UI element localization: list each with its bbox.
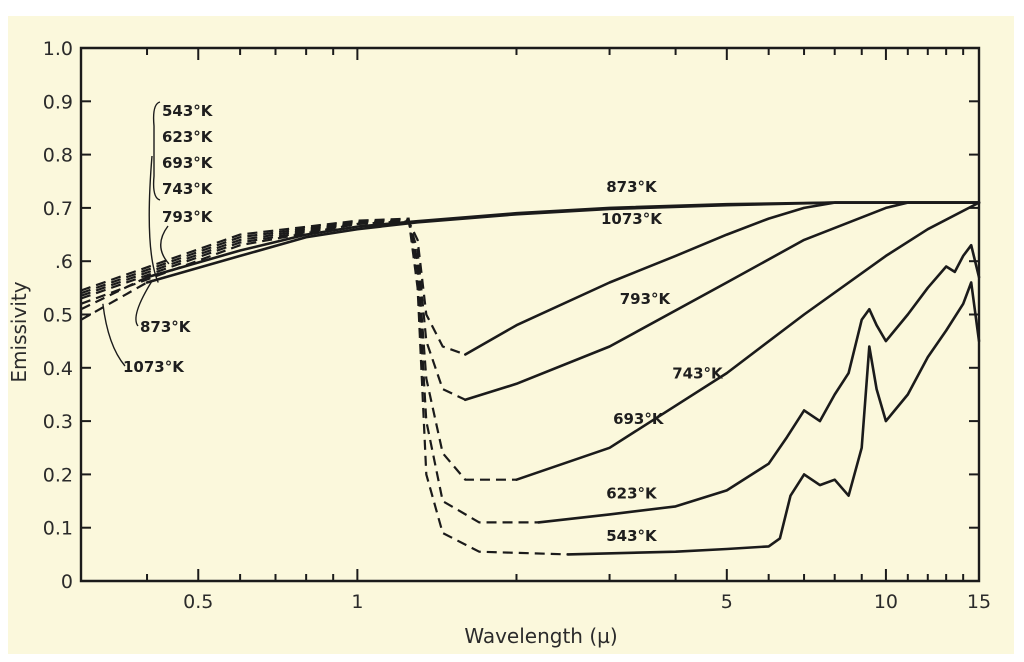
x-tick-label: 10	[874, 591, 898, 613]
curve-k693-dashed	[80, 219, 517, 481]
bracket-label: 623°K	[162, 128, 214, 146]
curve-k793	[464, 201, 981, 356]
curve-label-k873: 873°K	[606, 178, 658, 196]
curves	[80, 201, 981, 556]
emissivity-chart: 00.10.20.30.40.5.60.70.80.91.00.5 1 5 10 15 …	[8, 38, 991, 648]
y-tick-label: 0	[61, 571, 73, 593]
figure-panel: 0 0.1 0.2 0.3 0.4 0.5.6 0.7 0.8 0.9 1.0 0.5 1 5 10 15 …	[8, 16, 1014, 654]
x-tick-label: 5	[721, 591, 733, 613]
bracket-line	[152, 101, 161, 201]
x-axis-title: Wavelength (µ)	[464, 624, 617, 648]
axes	[79, 46, 981, 583]
x-tick-label: 1	[351, 591, 363, 613]
ticks: 00.10.20.30.40.5.60.70.80.91.00.5 1 5 10 15	[43, 38, 991, 613]
curve-k1073	[145, 201, 981, 284]
curve-k543	[566, 281, 981, 556]
leader-793	[160, 225, 170, 265]
curve-k693	[515, 201, 981, 481]
x-tick-label: 15	[967, 591, 991, 613]
curve-k623	[537, 243, 981, 524]
curve-k793-dashed	[80, 220, 466, 356]
y-tick-label: 0.5	[43, 305, 73, 327]
curve-label-k793: 793°K	[620, 290, 672, 308]
curve-k623-dashed	[80, 218, 539, 524]
y-tick-label: 0.7	[43, 198, 73, 220]
curve-k743	[464, 201, 981, 402]
leader-1073	[102, 303, 126, 367]
y-tick-label: 0.3	[43, 411, 73, 433]
curve-labels: 873°K 1073°K 793°K 743°K 693°K 623°K 543°K	[601, 178, 724, 545]
curve-label-k693: 693°K	[613, 410, 665, 428]
y-tick-label: 1.0	[43, 38, 73, 60]
bracket-label: 543°K	[162, 102, 214, 120]
label-873-left: 873°K	[140, 318, 192, 336]
curve-label-k623: 623°K	[606, 484, 658, 502]
bracket-label: 693°K	[162, 154, 214, 172]
leader-873	[135, 279, 154, 327]
plot-frame	[79, 46, 981, 583]
label-793-left: 793°K	[162, 208, 214, 226]
y-tick-label: 0.2	[43, 464, 73, 486]
y-axis-title: Emissivity	[8, 281, 31, 382]
bracket-leader	[148, 155, 159, 283]
curve-label-k1073: 1073°K	[601, 210, 663, 228]
annotations: 543°K 623°K 693°K 743°K 793°K 873°K 1073°K	[102, 101, 214, 376]
x-tick-label: 0.5	[183, 591, 213, 613]
bracket-label: 743°K	[162, 180, 214, 198]
y-tick-label: 0.4	[43, 358, 73, 380]
y-tick-label: 0.9	[43, 91, 73, 113]
y-tick-label: .6	[55, 251, 73, 273]
curve-k543-dashed	[80, 217, 568, 556]
curve-label-k743: 743°K	[672, 364, 724, 382]
y-tick-label: 0.8	[43, 145, 73, 167]
curve-k1073-dashed	[80, 281, 148, 321]
curve-k873-dashed	[80, 276, 148, 311]
label-1073-left: 1073°K	[123, 358, 185, 376]
curve-label-k543: 543°K	[606, 527, 658, 545]
y-tick-label: 0.1	[43, 518, 73, 540]
